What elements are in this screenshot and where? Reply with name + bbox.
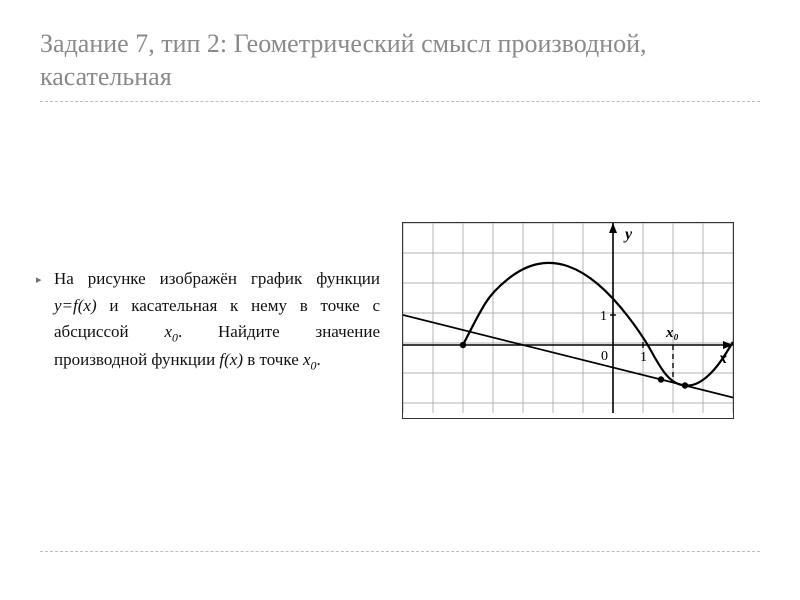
- svg-text:y: y: [623, 226, 633, 243]
- content-row: ▸ На рисунке изображён график функции y=…: [40, 222, 760, 419]
- problem-text: На рисунке изображён график функции y=f(…: [54, 266, 380, 374]
- svg-text:x₀: x₀: [665, 325, 679, 341]
- graph-container: yx011x₀: [402, 222, 734, 419]
- function-graph: yx011x₀: [403, 223, 733, 413]
- formula: f(x): [219, 350, 243, 369]
- text-part: в точке: [243, 350, 303, 369]
- top-divider: [40, 101, 760, 102]
- formula: y=f(x): [54, 296, 97, 315]
- bottom-divider: [40, 551, 760, 552]
- text-part: На рисунке изображён график функции: [54, 269, 380, 288]
- svg-text:1: 1: [640, 350, 647, 365]
- svg-text:1: 1: [600, 309, 607, 324]
- var-x0: x0: [303, 350, 317, 369]
- text-part: .: [317, 350, 321, 369]
- bullet-icon: ▸: [36, 273, 42, 286]
- slide-title: Задание 7, тип 2: Геометрический смысл п…: [40, 28, 760, 93]
- problem-text-column: ▸ На рисунке изображён график функции y=…: [40, 266, 380, 374]
- var-x0: x0: [164, 322, 178, 341]
- graph-column: yx011x₀: [402, 222, 760, 419]
- svg-text:0: 0: [601, 349, 608, 364]
